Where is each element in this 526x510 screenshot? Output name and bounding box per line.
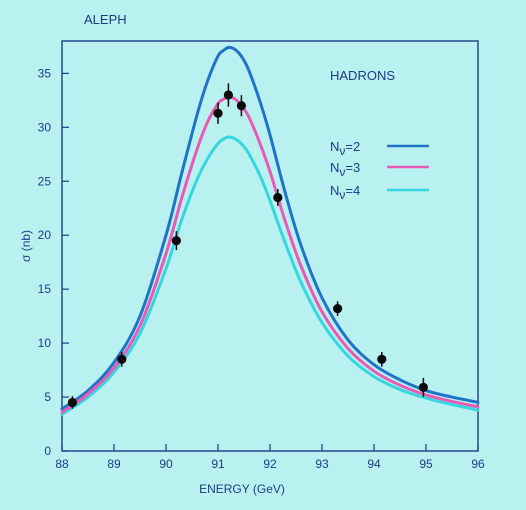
y-tick-label: 5 [44, 390, 51, 404]
process-label: HADRONS [330, 68, 395, 83]
x-tick-label: 91 [211, 457, 225, 471]
experiment-title: ALEPH [84, 12, 127, 27]
series-line-nv2 [60, 45, 480, 411]
legend-label-value: =2 [345, 139, 360, 154]
x-tick-label: 90 [159, 457, 173, 471]
x-axis: 88 89 90 91 92 93 94 95 96 [55, 444, 485, 471]
x-tick-label: 96 [471, 457, 485, 471]
legend-label: Nν=2 [330, 139, 360, 158]
y-tick-label: 0 [44, 444, 51, 458]
y-tick-label: 25 [38, 174, 52, 188]
y-axis: 0 5 10 15 20 25 30 35 [38, 66, 69, 458]
legend-label-main: N [330, 183, 339, 198]
y-tick-label: 30 [38, 120, 52, 134]
x-axis-title: ENERGY (GeV) [199, 482, 285, 496]
legend-label-value: =3 [345, 160, 360, 175]
data-point [213, 108, 223, 118]
x-tick-label: 95 [419, 457, 433, 471]
y-tick-label: 35 [38, 66, 52, 80]
data-point [236, 101, 246, 111]
legend-label: Nν=4 [330, 183, 360, 202]
x-tick-label: 88 [55, 457, 69, 471]
legend-label-value: =4 [345, 183, 360, 198]
data-point [377, 354, 387, 364]
data-point [333, 303, 343, 314]
legend-label-subscript: ν [339, 165, 345, 179]
data-point [67, 397, 77, 408]
legend-label-main: N [330, 160, 339, 175]
y-tick-label: 15 [38, 282, 52, 296]
y-axis-title: σ (nb) [19, 230, 33, 262]
x-tick-label: 92 [263, 457, 277, 471]
plot-area: 0 5 10 15 20 25 30 35 88 89 90 91 92 93 94 95 96 HADRON… [38, 40, 485, 471]
data-point [171, 236, 181, 246]
data-point [117, 354, 127, 364]
x-tick-label: 93 [315, 457, 329, 471]
legend-label-subscript: ν [339, 144, 345, 158]
data-point [418, 382, 428, 392]
legend-label-subscript: ν [339, 188, 345, 202]
legend: Nν=2Nν=3Nν=4 [330, 139, 429, 202]
legend-label: Nν=3 [330, 160, 360, 179]
x-tick-label: 89 [107, 457, 121, 471]
data-point [273, 192, 283, 203]
legend-label-main: N [330, 139, 339, 154]
x-tick-label: 94 [367, 457, 381, 471]
y-tick-label: 10 [38, 336, 52, 350]
data-points [67, 83, 428, 409]
y-tick-label: 20 [38, 228, 52, 242]
series-line-nv4 [60, 135, 480, 416]
data-point [223, 90, 233, 100]
